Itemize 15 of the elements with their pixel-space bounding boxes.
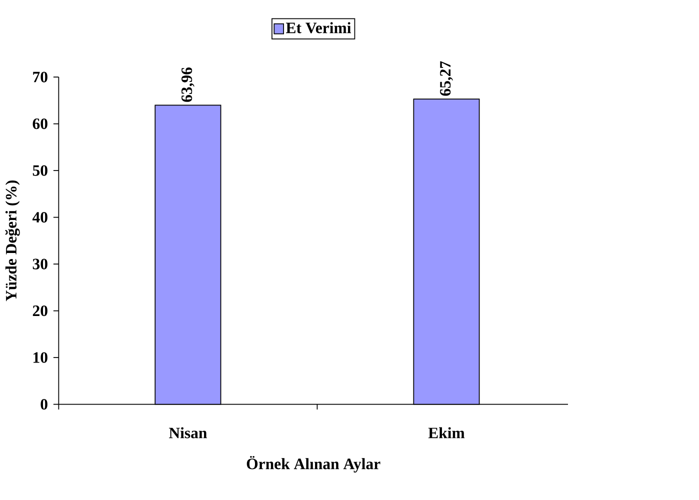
y-tick-label: 30: [32, 258, 48, 270]
x-tick-label: Nisan: [168, 427, 207, 438]
data-label: 65,27: [440, 61, 453, 96]
x-tick-label: Ekim: [428, 427, 465, 438]
y-axis-title: Yüzde Değeri (%): [5, 180, 20, 302]
y-tick-label: 20: [32, 306, 48, 316]
y-tick-label: 50: [32, 165, 48, 176]
y-tick-label: 40: [32, 212, 48, 223]
y-tick-label: 70: [33, 72, 48, 82]
y-tick-label: 60: [32, 118, 48, 130]
y-tick-label: 0: [40, 399, 48, 410]
legend-label: Et Verimi: [286, 22, 351, 34]
data-label: 63,96: [182, 68, 194, 102]
x-axis-title: Örnek Alınan Aylar: [246, 456, 380, 473]
y-tick-label: 10: [34, 352, 48, 363]
